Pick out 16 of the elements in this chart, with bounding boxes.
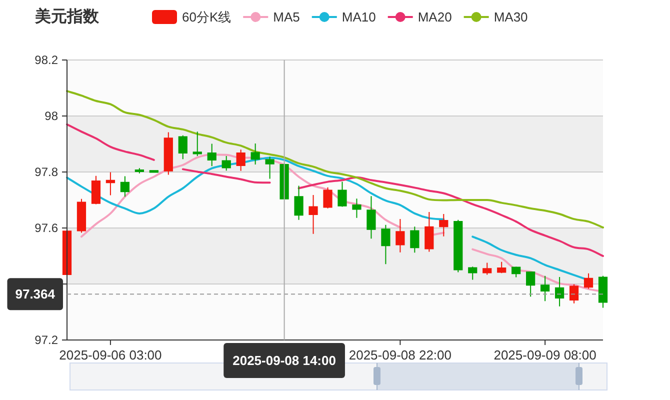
y-tick-label: 97.8 [34,165,58,179]
y-tick-label: 98.2 [34,53,58,67]
x-tick-label: 2025-09-08 14:00 [232,353,336,368]
y-tick-label: 97.2 [34,333,58,347]
legend-label: MA5 [273,10,300,24]
legend-label: MA20 [418,10,452,24]
chart-title: 美元指数 [34,6,100,26]
legend-label: MA10 [342,10,376,24]
x-tick-label: 2025-09-09 08:00 [494,348,596,362]
x-tick-label: 2025-09-06 03:00 [59,348,162,362]
x-tick-label: 2025-09-08 22:00 [348,348,452,362]
legend-label: MA30 [494,10,528,24]
legend-label: 60分K线 [182,10,232,24]
ref-line-label: 97.364 [15,286,56,302]
y-tick-label: 97.6 [34,221,58,235]
y-tick-label: 98 [44,109,58,123]
